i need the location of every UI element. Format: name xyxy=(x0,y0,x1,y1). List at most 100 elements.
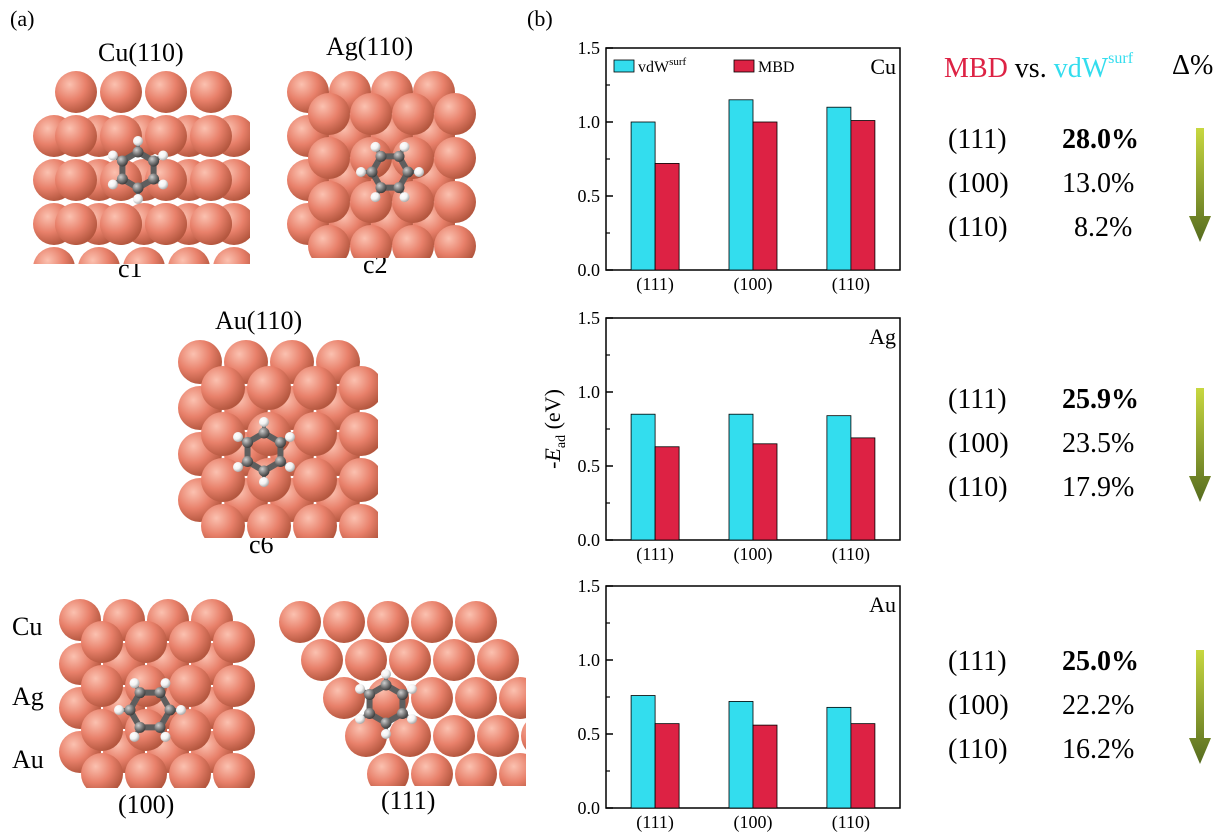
metal-atom xyxy=(411,753,453,786)
metal-atom xyxy=(308,181,350,223)
metal-atom xyxy=(213,621,255,663)
metal-atom xyxy=(389,639,431,681)
metal-atom xyxy=(392,93,434,135)
delta-value: 22.2% xyxy=(1062,690,1135,721)
metal-atom xyxy=(339,412,378,456)
metal-atom xyxy=(247,366,291,410)
metal-atom xyxy=(169,753,211,788)
bar-vdw-cu-0 xyxy=(630,121,656,271)
metal-atom xyxy=(455,677,497,719)
delta-value: 13.0% xyxy=(1062,168,1135,199)
metal-atom xyxy=(411,677,453,719)
metal-atom xyxy=(323,601,365,643)
facet-label: (110) xyxy=(948,472,1008,503)
panel-metal-label: Au xyxy=(869,592,896,617)
metal-atom xyxy=(350,225,392,258)
au-label: Au xyxy=(12,745,44,774)
panel-b-label: (b) xyxy=(527,6,553,31)
metal-atom xyxy=(169,709,211,751)
bar-mbd-cu-1 xyxy=(752,121,778,271)
metal-atom xyxy=(301,639,343,681)
metal-atom xyxy=(123,247,165,264)
bar-vdw-au-2 xyxy=(826,706,852,809)
metal-atom xyxy=(145,203,187,245)
bar-vdw-ag-2 xyxy=(826,415,852,541)
ag110-label: Ag(110) xyxy=(326,32,414,61)
metal-atom xyxy=(81,665,123,707)
y-tick-label: 1.5 xyxy=(578,38,601,58)
facet-label: (110) xyxy=(948,734,1008,765)
bar-mbd-ag-2 xyxy=(850,437,876,541)
metal-atom xyxy=(81,709,123,751)
metal-atom xyxy=(499,677,526,719)
y-tick-label: 0.5 xyxy=(578,186,601,206)
bar-vdw-au-0 xyxy=(630,695,656,809)
x-tick-label: (111) xyxy=(636,544,674,565)
metal-atom xyxy=(499,753,526,786)
metal-atom xyxy=(55,203,97,245)
panel-metal-label: Cu xyxy=(870,54,896,79)
metal-atom xyxy=(100,71,142,113)
metal-atom xyxy=(367,601,409,643)
metal-atom xyxy=(145,115,187,157)
metal-atom xyxy=(339,504,378,538)
bar-mbd-au-2 xyxy=(850,723,876,809)
benzene-molecule xyxy=(233,417,295,487)
x-tick-label: (100) xyxy=(734,274,773,295)
bar-mbd-cu-2 xyxy=(850,120,876,271)
y-tick-label: 1.5 xyxy=(578,576,601,596)
metal-atom xyxy=(55,115,97,157)
au110-label: Au(110) xyxy=(215,306,303,335)
panel-a-label: (a) xyxy=(10,6,35,31)
metal-atom xyxy=(213,665,255,707)
bar-mbd-ag-0 xyxy=(654,446,680,541)
bar-mbd-au-1 xyxy=(752,724,778,809)
delta-value: 16.2% xyxy=(1062,734,1135,765)
bar-vdw-au-1 xyxy=(728,701,754,809)
metal-atom xyxy=(145,71,187,113)
x-tick-label: (110) xyxy=(832,812,870,832)
header-vdw: vdW xyxy=(1053,53,1109,84)
metal-atom xyxy=(367,753,409,786)
bar-mbd-cu-0 xyxy=(654,163,680,271)
metal-atom xyxy=(201,504,245,538)
benzene-molecule xyxy=(107,136,169,204)
metal-atom xyxy=(434,137,476,179)
y-tick-label: 0.5 xyxy=(578,724,601,744)
metal-atom xyxy=(455,753,497,786)
metal-atom xyxy=(521,722,526,750)
metal-atom xyxy=(434,181,476,223)
decrease-arrow-icon xyxy=(1189,128,1211,242)
y-tick-label: 0.0 xyxy=(578,530,601,550)
metal-atom xyxy=(339,366,378,410)
delta-value: 28.0% xyxy=(1062,124,1139,155)
facet-label: (111) xyxy=(948,384,1007,415)
delta-header: Δ% xyxy=(1172,50,1214,81)
facet-label: (100) xyxy=(948,690,1009,721)
metal-atom xyxy=(308,225,350,258)
bar-vdw-ag-1 xyxy=(728,413,754,541)
y-tick-label: 0.5 xyxy=(578,456,601,476)
metal-atom xyxy=(433,715,475,757)
f111-label: (111) xyxy=(381,786,436,815)
decrease-arrow-icon xyxy=(1189,650,1211,764)
delta-value: 17.9% xyxy=(1062,472,1135,503)
comparison-header: MBD vs. vdWsurf xyxy=(944,50,1133,85)
legend-mbd: MBD xyxy=(758,59,794,76)
metal-atom xyxy=(247,504,291,538)
metal-atom xyxy=(81,753,123,788)
x-tick-label: (110) xyxy=(832,274,870,295)
benzene-molecule xyxy=(355,669,417,739)
header-mbd: MBD xyxy=(944,53,1008,84)
metal-atom xyxy=(339,458,378,502)
cu-label: Cu xyxy=(12,612,43,641)
metal-atom xyxy=(168,247,210,264)
metal-atom xyxy=(477,715,519,757)
header-vs: vs. xyxy=(1007,53,1054,84)
metal-atom xyxy=(213,247,250,264)
delta-value: 23.5% xyxy=(1062,428,1135,459)
metal-atom xyxy=(169,621,211,663)
facet-label: (100) xyxy=(948,168,1009,199)
cu110-benzene-model xyxy=(33,71,250,264)
metal-atom xyxy=(392,225,434,258)
